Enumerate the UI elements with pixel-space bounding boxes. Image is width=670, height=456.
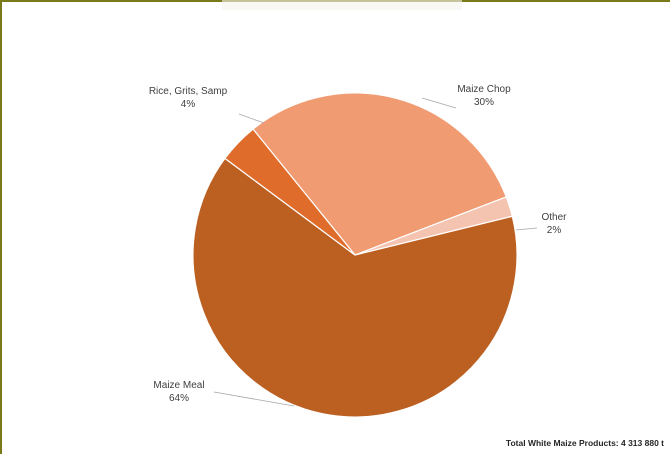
slice-value-label: 64% — [169, 393, 189, 404]
slice-name-label: Maize Chop — [457, 84, 511, 95]
leader-line — [238, 113, 265, 124]
pie-slice-rice-grits-samp — [224, 128, 356, 256]
slice-value-label: 2% — [547, 225, 562, 236]
leader-line — [515, 227, 538, 231]
slice-value-label: 4% — [181, 99, 196, 110]
leader-line — [421, 97, 457, 109]
slice-name-label: Rice, Grits, Samp — [149, 86, 228, 97]
pie-slice-maize-meal — [192, 157, 518, 418]
total-note: Total White Maize Products: 4 313 880 t — [505, 438, 664, 448]
slice-name-label: Other — [541, 212, 567, 223]
slice-value-label: 30% — [474, 97, 494, 108]
leader-line — [213, 391, 295, 407]
slice-name-label: Maize Meal — [153, 380, 204, 391]
pie-slice-maize-chop — [252, 92, 508, 256]
